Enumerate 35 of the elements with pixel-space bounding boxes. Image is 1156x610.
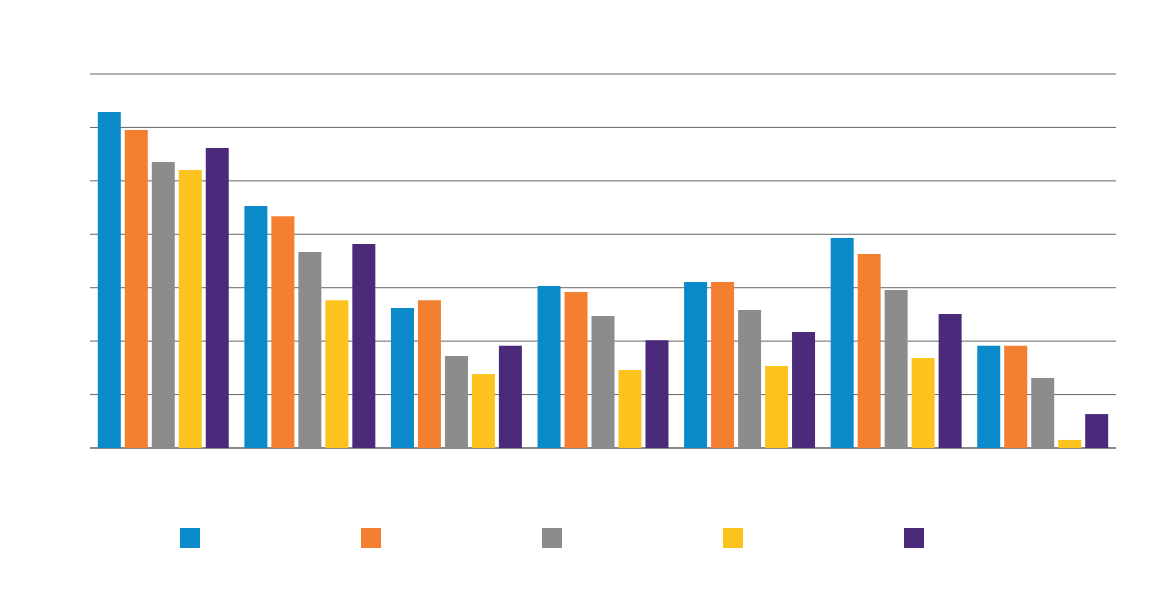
bar [684,282,708,448]
bar [178,170,202,448]
bar [618,370,642,448]
bar [244,206,268,448]
bar [564,292,588,448]
bar [591,315,615,448]
bar [205,147,229,448]
bar [325,300,349,448]
bar [498,345,522,448]
bar [471,374,495,448]
bar [390,307,414,448]
bar [417,300,441,448]
bar [444,355,468,448]
bar [645,340,669,448]
bar [938,313,962,448]
bar [830,237,854,448]
bar [857,254,881,448]
bar [151,162,175,448]
bar [738,309,762,448]
bar [1058,439,1082,448]
bar [977,345,1001,448]
bar [1085,414,1109,448]
bar [765,366,789,448]
bar [298,252,322,448]
bar [711,282,735,448]
bar [124,130,148,448]
bar [537,286,561,448]
bar [352,244,376,448]
bar [271,216,295,448]
bar [97,111,121,448]
bar [884,290,908,448]
bar [1031,378,1055,448]
bar [1004,345,1028,448]
bar [911,357,935,448]
bar [792,332,816,448]
